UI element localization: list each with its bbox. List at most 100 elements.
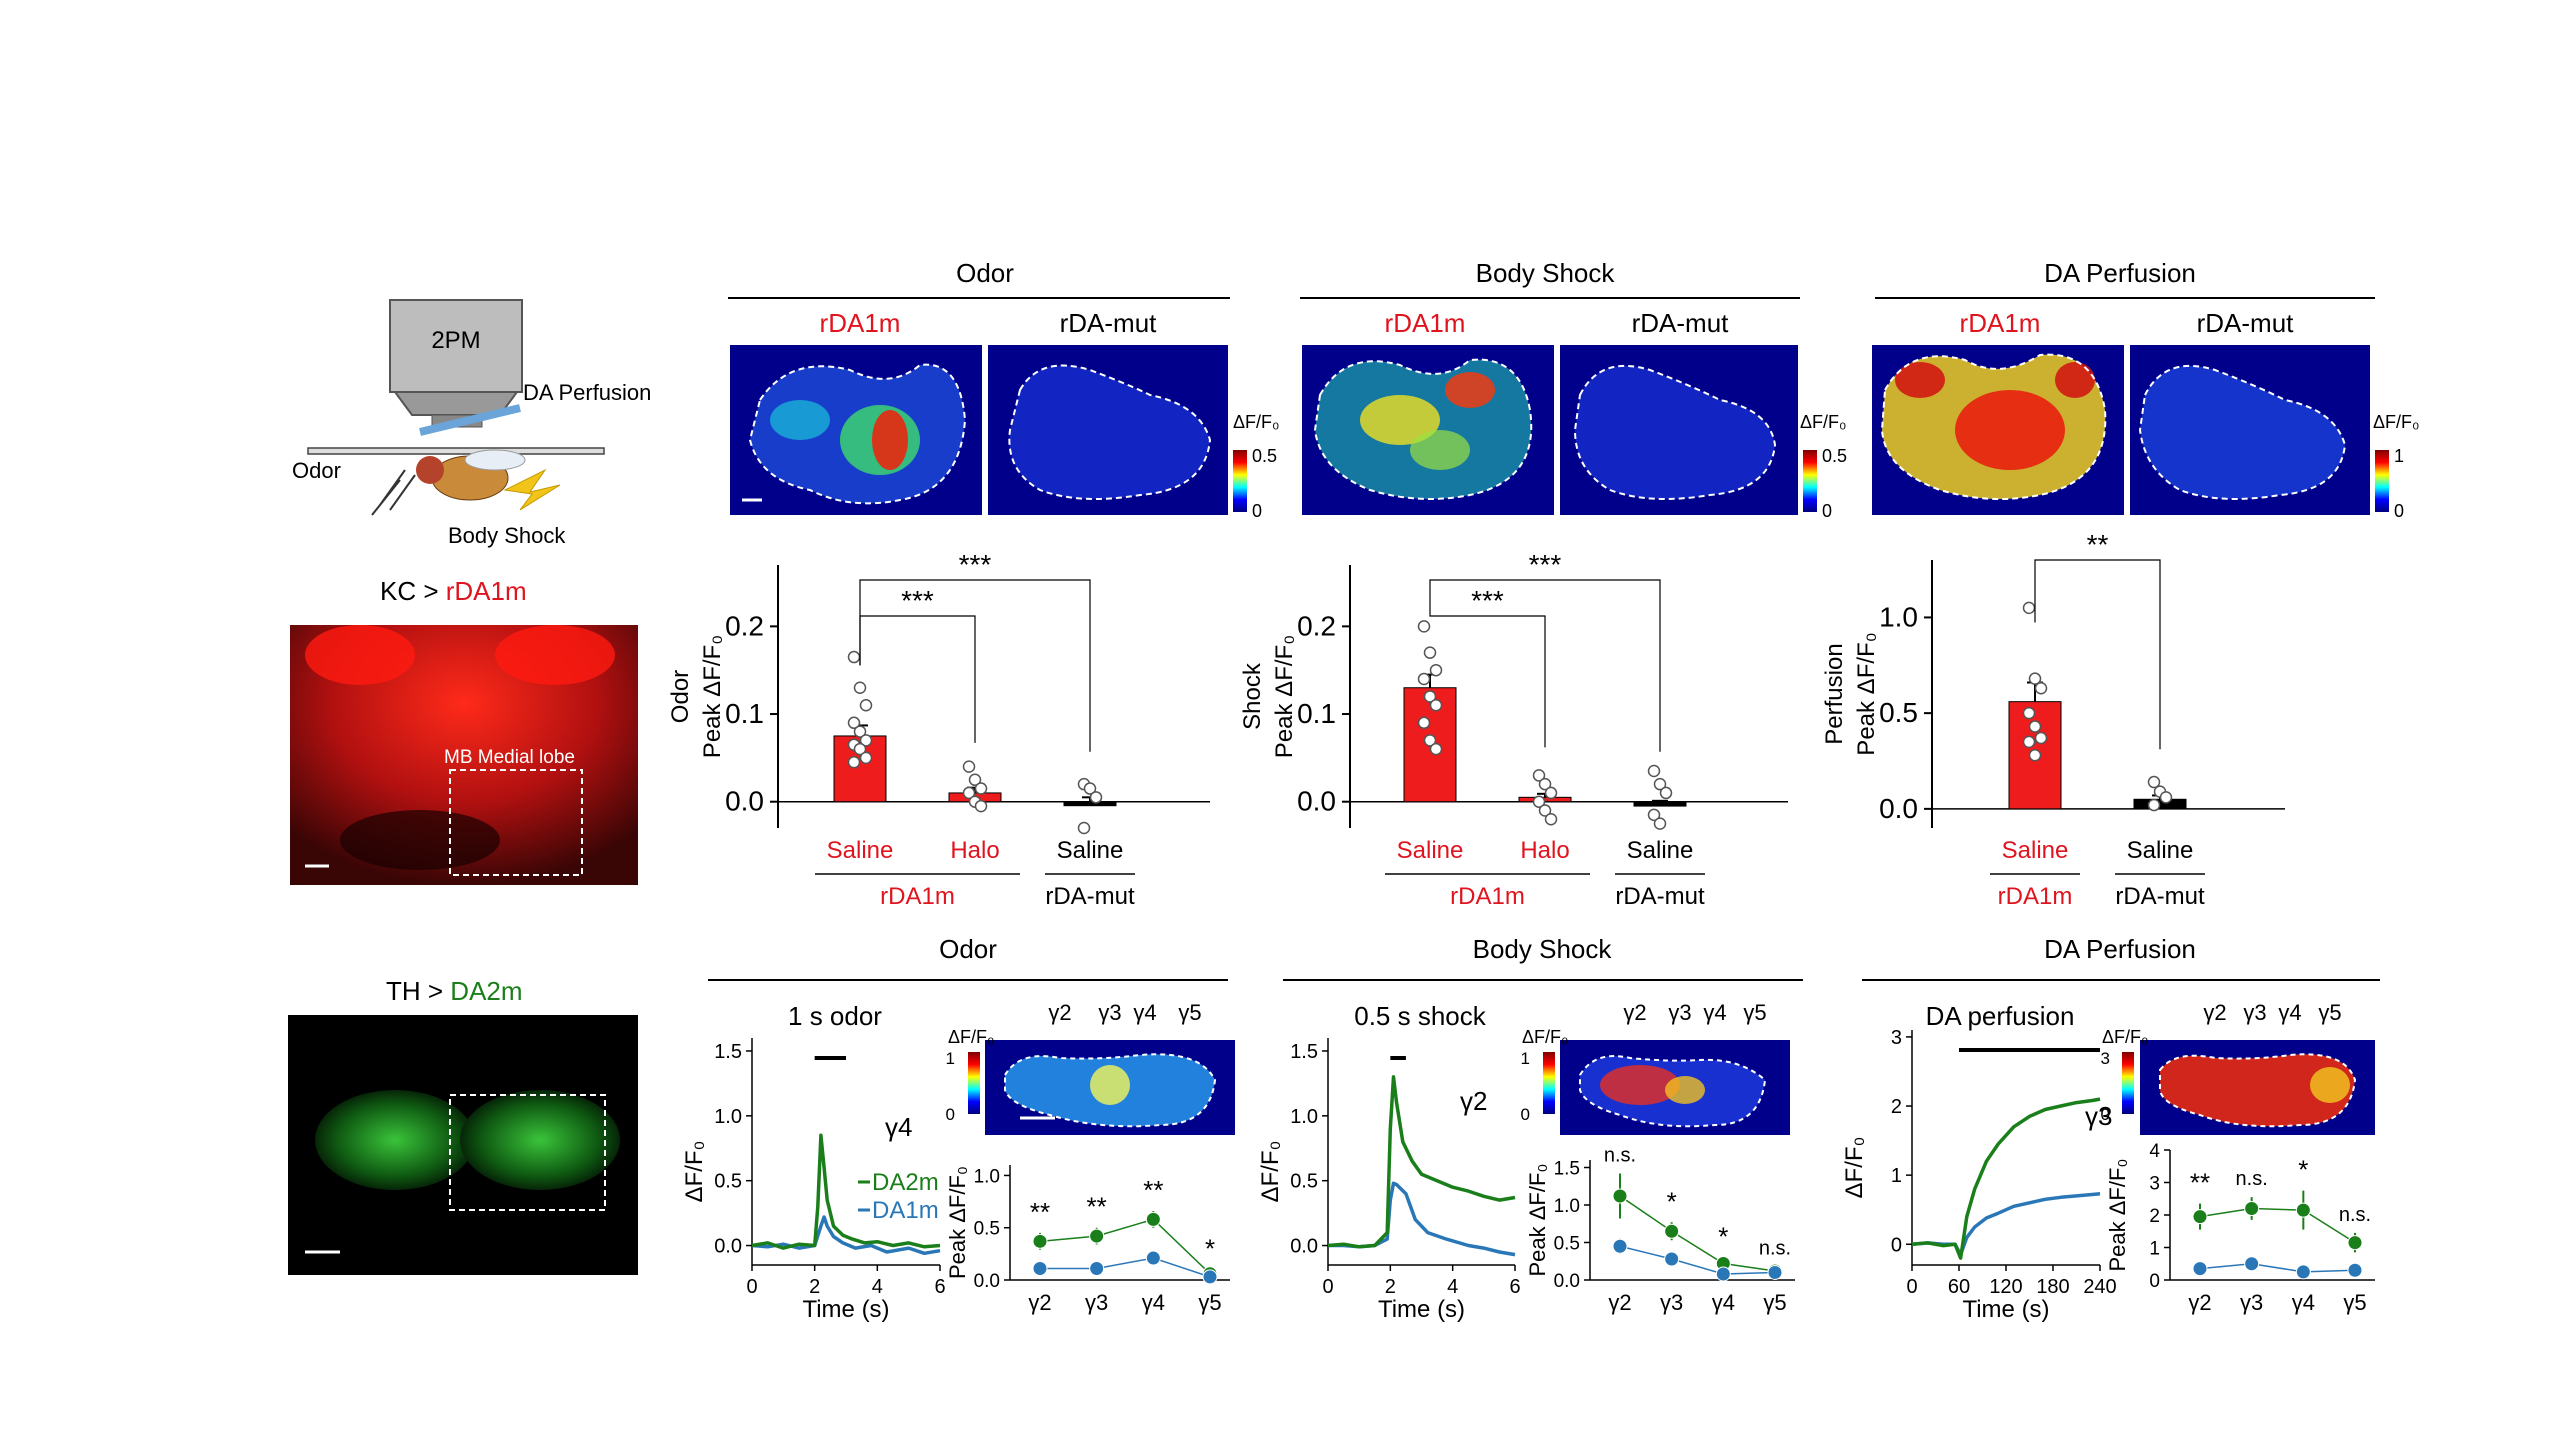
data-point [1532, 795, 1546, 808]
mb-roi-box [449, 769, 583, 876]
peak-line-DA1m [2199, 1262, 2356, 1273]
y-tick-label: 1 [2149, 1239, 2160, 1260]
gamma-header-label: γ3 [2243, 1000, 2266, 1025]
setup-schematic: 2PM DA Perfusion Odor Body Shock [292, 299, 651, 548]
heatmap-label-rda1m-shock: rDA1m [1385, 308, 1466, 338]
x-tick-label: 0 [1322, 1276, 1333, 1298]
category-label: Halo [1520, 837, 1569, 864]
significance-label: ** [2087, 529, 2109, 560]
data-point [853, 681, 867, 694]
data-point [1647, 764, 1661, 778]
gamma-header-label: γ4 [2278, 1000, 2301, 1025]
th-roi-box [449, 1094, 606, 1211]
colorbar-shock [1803, 450, 1817, 512]
bar-chart-perfusion: 0.0 0.5 1.0 Perfusion Peak ΔF/F₀ Saline Saline… [1821, 529, 2285, 910]
peak-point-DA2m [2192, 1209, 2208, 1225]
data-point [1653, 817, 1667, 830]
small-colorbar-min-odor: 0 [946, 1105, 955, 1124]
data-point [1647, 808, 1661, 822]
gamma-header-label: γ2 [1048, 1000, 1071, 1025]
small-colorbar-shock [1543, 1052, 1555, 1114]
odor-tubes [371, 469, 416, 516]
peak-point-DA2m [1032, 1233, 1048, 1249]
category-label: Saline [1627, 837, 1694, 864]
scale-label-shock: ΔF/F₀ [1800, 412, 1847, 432]
peak-chart-perfusion: 0 1 2 3 4 Peak ΔF/F₀ γ2 γ3 γ4 γ5 ** n.s. * n.s. [2105, 1141, 2375, 1315]
y-axis-label: Peak ΔF/F₀ [2105, 1158, 2130, 1271]
data-point [1083, 782, 1097, 795]
y-axis-label: Peak ΔF/F₀ [1271, 635, 1298, 758]
x-tick-label: γ3 [1660, 1290, 1683, 1315]
x-tick-label: 0 [746, 1276, 757, 1298]
y-tick-label: 0.1 [1297, 698, 1336, 729]
bar-chart-odor: 0.0 0.1 0.2 Odor Peak ΔF/F₀ Saline Halo Saline r… [667, 549, 1210, 910]
data-point [974, 799, 988, 813]
significance-label: n.s. [2236, 1168, 2268, 1190]
trace-title-odor: 1 s odor [788, 1001, 882, 1031]
peak-point-DA2m [2295, 1202, 2311, 1218]
x-tick-label: γ2 [1028, 1290, 1051, 1315]
y-tick-label: 0.0 [714, 1236, 742, 1258]
gamma-headers: γ2 γ3 γ4 γ5 γ2 γ3 γ4 γ5 γ2 γ3 γ4 γ5 [1048, 1000, 2341, 1025]
peak-point-DA1m [1767, 1265, 1783, 1280]
trace-title-shock: 0.5 s shock [1354, 1001, 1487, 1031]
data-point [2147, 798, 2161, 812]
trace-chart-perfusion: 0 1 2 3 0 60 120 180 240 Time (s) ΔF/F₀ γ3 [1841, 1027, 2117, 1323]
small-colorbar-perfusion [2122, 1052, 2134, 1114]
shock-setup-label: Body Shock [448, 523, 566, 548]
significance-label: * [1205, 1234, 1215, 1264]
data-point [2147, 775, 2161, 789]
gamma-header-label: γ5 [2318, 1000, 2341, 1025]
data-point [1532, 769, 1546, 782]
kc-dark-region [340, 810, 500, 870]
significance-label: *** [959, 549, 992, 580]
colorbar-perfusion [2375, 450, 2389, 512]
data-point [2028, 720, 2042, 733]
y-tick-label: 1.5 [1554, 1159, 1580, 1180]
x-tick-label: γ2 [2188, 1290, 2211, 1315]
y-tick-label: 0.2 [725, 610, 764, 641]
heatmap-label-rda1m-perfusion: rDA1m [1960, 308, 2041, 338]
x-axis-label: Time (s) [802, 1296, 889, 1323]
heatmap-label-rda1m-odor: rDA1m [820, 308, 901, 338]
peak-line-DA1m [1619, 1245, 1776, 1275]
mb-roi-label: MB Medial lobe [444, 747, 575, 768]
top-group-title-odor: Odor [956, 258, 1014, 288]
coverslip [307, 447, 605, 455]
shock-bolt [503, 468, 561, 511]
category-label: Saline [1057, 837, 1124, 864]
top-group-title-shock: Body Shock [1476, 258, 1616, 288]
data-point [1659, 786, 1673, 800]
x-tick-label: 6 [934, 1276, 945, 1298]
significance-label: ** [1143, 1175, 1163, 1205]
scale-label-odor: ΔF/F₀ [1233, 412, 1280, 432]
data-point [1538, 777, 1552, 791]
significance-label: ** [2190, 1168, 2210, 1198]
x-tick-label: γ5 [1763, 1290, 1786, 1315]
significance-label: *** [901, 585, 934, 616]
peak-point-DA2m [1089, 1228, 1105, 1244]
y-axis-label: Peak ΔF/F₀ [1525, 1163, 1550, 1276]
trace-chart-shock: 0.0 0.5 1.0 1.5 0 2 4 6 Time (s) ΔF/F₀ γ2 [1257, 1038, 1521, 1323]
x-tick-label: 4 [1447, 1276, 1458, 1298]
small-colorbar-min-shock: 0 [1521, 1105, 1530, 1124]
significance-label: n.s. [2339, 1204, 2371, 1226]
category-label: Halo [950, 837, 999, 864]
colorbar-max-shock: 0.5 [1822, 446, 1847, 466]
significance-label: n.s. [1759, 1238, 1791, 1260]
trace-gamma-label: γ4 [885, 1112, 912, 1142]
bar-chart-shock: 0.0 0.1 0.2 Shock Peak ΔF/F₀ Saline Halo Saline… [1239, 549, 1788, 910]
peak-point-DA1m [1089, 1261, 1105, 1276]
data-point [1077, 821, 1091, 835]
peak-point-DA2m [1612, 1188, 1628, 1204]
data-point [962, 760, 976, 773]
small-colorbar-odor [968, 1052, 980, 1114]
kc-lobe-left [305, 625, 415, 685]
y-tick-label: 4 [2149, 1141, 2160, 1162]
significance-label: * [1667, 1186, 1677, 1216]
legend-label: DA2m [872, 1169, 939, 1196]
y-tick-label: 3 [1891, 1027, 1902, 1049]
data-point [962, 786, 976, 800]
y-tick-label: 1.0 [1290, 1106, 1318, 1128]
